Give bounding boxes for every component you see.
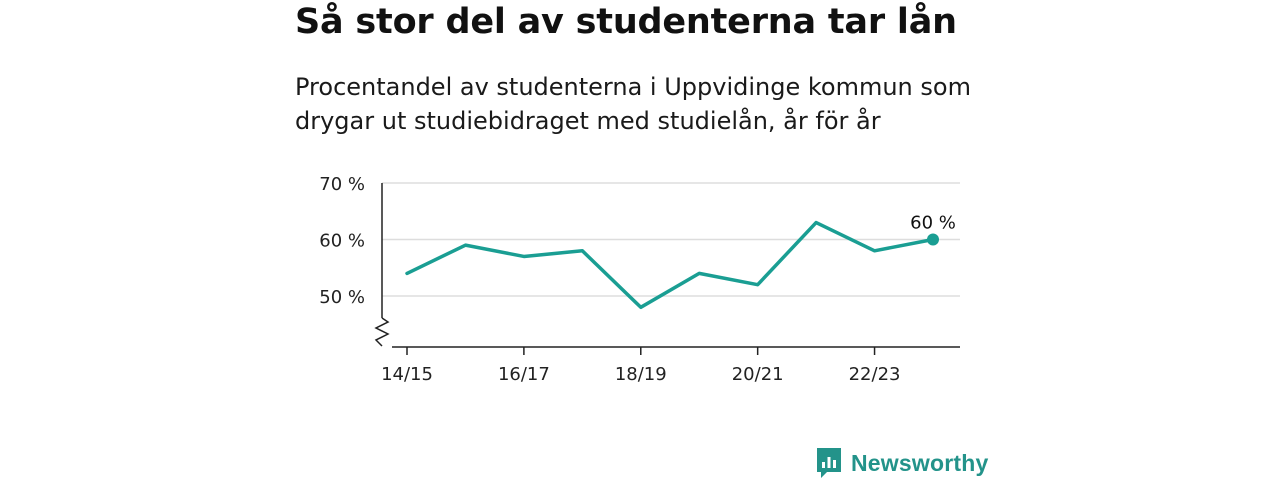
newsworthy-logo-icon: [817, 448, 841, 478]
x-tick-label: 14/15: [381, 364, 433, 385]
brand-logo: Newsworthy: [815, 446, 988, 480]
x-tick-label: 16/17: [498, 364, 550, 385]
x-tick-label: 18/19: [615, 364, 667, 385]
x-tick-label: 22/23: [849, 364, 901, 385]
brand-name: Newsworthy: [851, 449, 989, 476]
axis-break-mask: [372, 318, 392, 348]
y-tick-label: 70 %: [319, 174, 365, 195]
series-line: [405, 220, 935, 310]
line-chart: 50 % 60 % 70 % 14/15 16/17 18/19 20/21 22/23 60 …: [319, 174, 960, 385]
axis-break-marker: [374, 317, 390, 347]
chart-subtitle: Procentandel av studenterna i Uppvidinge…: [295, 73, 971, 135]
end-point: [927, 233, 939, 246]
x-tick-label: 20/21: [732, 364, 784, 385]
end-value-label: 60 %: [910, 213, 956, 234]
y-tick-label: 50 %: [319, 287, 365, 308]
y-tick-label: 60 %: [319, 231, 365, 252]
chart-title: Så stor del av studenterna tar lån: [295, 2, 957, 42]
